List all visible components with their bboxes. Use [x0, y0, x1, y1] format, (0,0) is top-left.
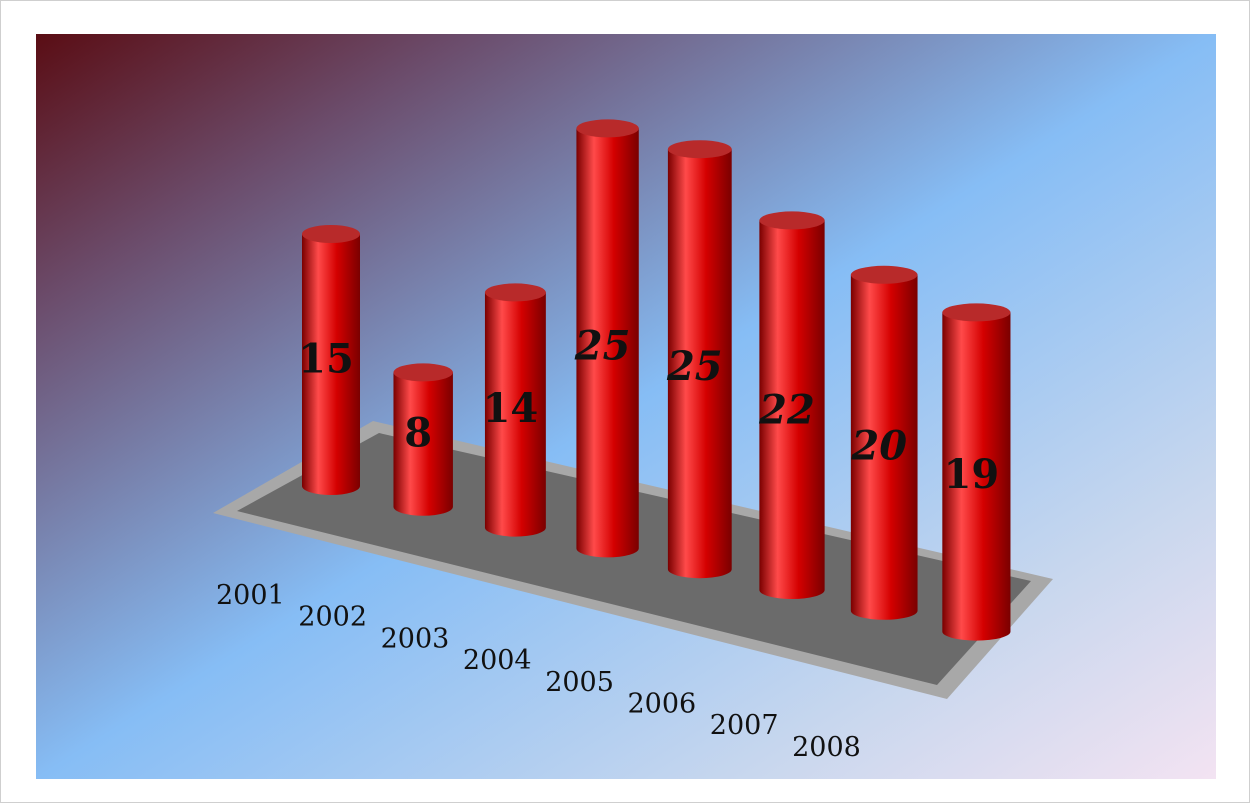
bar-2002	[393, 363, 453, 516]
value-label-2005: 25	[666, 343, 723, 390]
bar-2008	[942, 303, 1011, 641]
bar-top	[393, 363, 453, 382]
bar-top	[302, 225, 360, 243]
bar-body	[667, 149, 732, 579]
category-label-2007: 2007	[710, 710, 779, 741]
category-label-2001: 2001	[216, 580, 285, 611]
bar-top	[850, 265, 918, 284]
category-label-2003: 2003	[381, 623, 450, 654]
category-label-2008: 2008	[792, 732, 861, 763]
value-label-2007: 20	[850, 423, 907, 470]
bar-top	[576, 119, 639, 138]
bar-body	[759, 220, 825, 599]
category-labels: 2001 2002 2003 2004 2005 2006 2007 2008	[216, 580, 861, 763]
category-label-2006: 2006	[628, 689, 697, 720]
bar-body	[302, 234, 360, 495]
bar-top	[667, 140, 732, 159]
bar-body	[393, 372, 453, 516]
value-label-2002: 8	[404, 409, 432, 456]
bar-body	[850, 274, 918, 620]
bars	[302, 119, 1011, 641]
bar-2005	[667, 140, 732, 579]
bar-top	[759, 211, 825, 230]
bar-2006	[759, 211, 825, 599]
value-label-2006: 22	[758, 387, 815, 434]
bar-2003	[484, 283, 546, 537]
bar-2001	[302, 225, 360, 495]
value-label-2001: 15	[298, 336, 354, 383]
value-labels: 15 8 14 25 25 22 20 19	[298, 322, 999, 498]
bar-2007	[850, 265, 918, 620]
category-label-2004: 2004	[463, 645, 532, 676]
value-label-2003: 14	[483, 385, 539, 432]
category-label-2005: 2005	[545, 667, 614, 698]
bar-body	[576, 128, 639, 558]
value-label-2004: 25	[574, 322, 631, 369]
bar-top	[484, 283, 546, 302]
bar-2004	[576, 119, 639, 558]
value-label-2008: 19	[944, 451, 1000, 498]
category-label-2002: 2002	[298, 602, 367, 633]
bar-body	[942, 312, 1011, 641]
bar-body	[484, 292, 546, 537]
bar-top	[942, 303, 1011, 322]
